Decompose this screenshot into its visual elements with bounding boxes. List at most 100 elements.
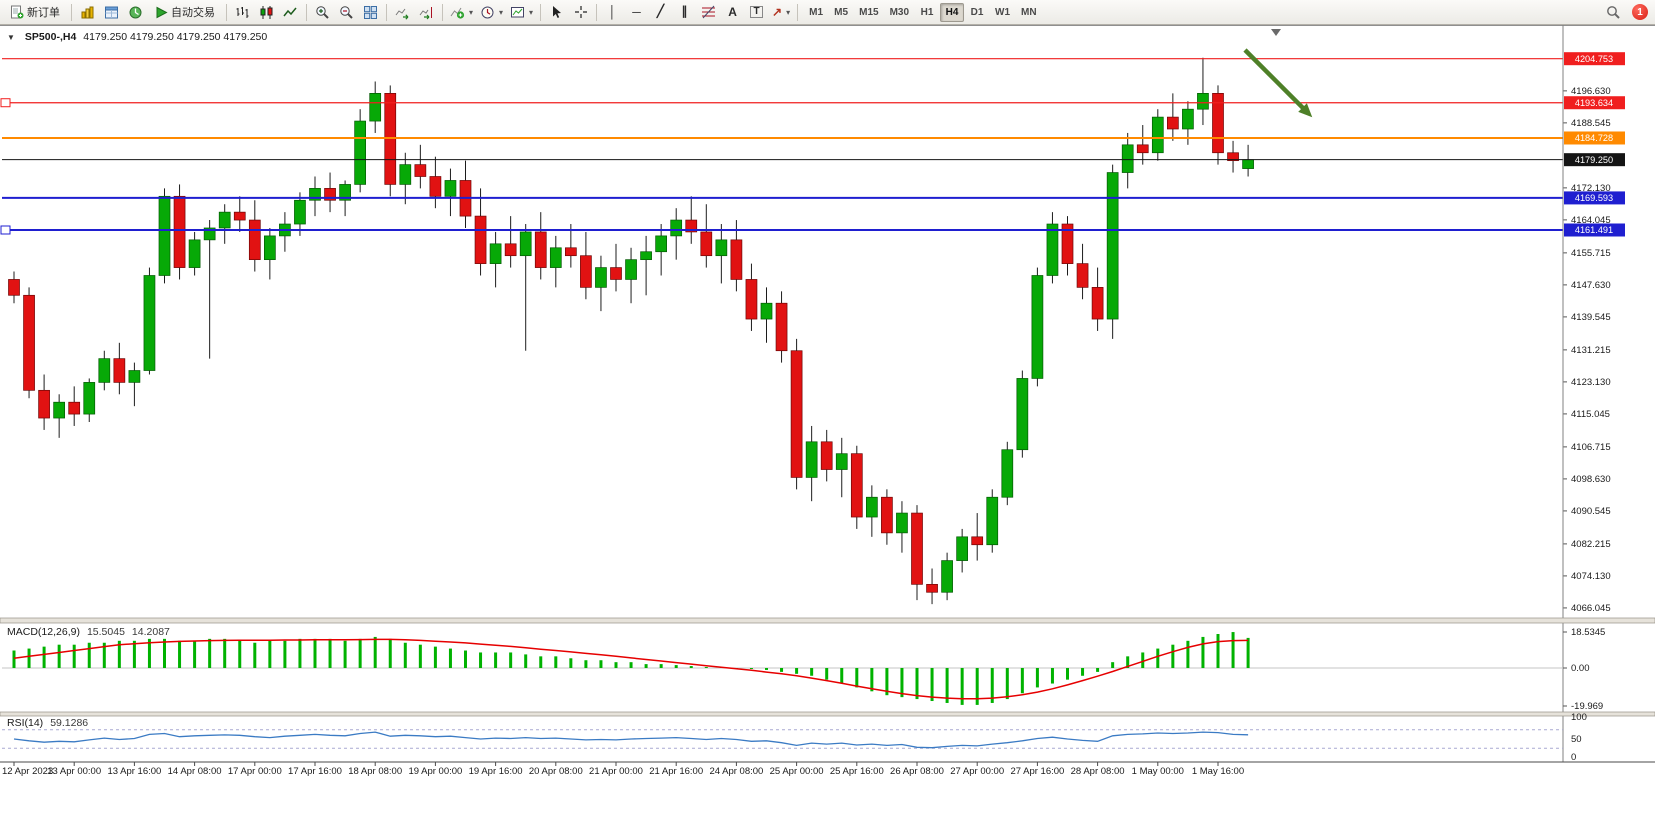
timeframe-m30-button[interactable]: M30 xyxy=(885,3,914,22)
chart-shift-button[interactable] xyxy=(415,2,438,23)
rsi-tick-label: 50 xyxy=(1571,734,1582,745)
vertical-line-button[interactable]: │ xyxy=(601,2,624,23)
zoom-out-button[interactable] xyxy=(335,2,358,23)
candle-down xyxy=(414,164,427,177)
candle-down xyxy=(324,188,336,201)
macd-bar xyxy=(433,646,437,668)
timeframe-h1-button[interactable]: H1 xyxy=(915,3,939,22)
rsi-label: RSI(14) xyxy=(7,717,44,729)
crosshair-button[interactable] xyxy=(569,2,592,23)
bar-chart-button[interactable] xyxy=(231,2,254,23)
candle-down xyxy=(474,215,487,264)
timeframe-m15-button[interactable]: M15 xyxy=(854,3,883,22)
price-tick-label: 4066.045 xyxy=(1571,603,1611,614)
price-line-badge xyxy=(1564,52,1625,66)
chart-shift-marker[interactable] xyxy=(1271,29,1281,36)
candlestick-chart-button[interactable] xyxy=(255,2,278,23)
chevron-down-icon: ▾ xyxy=(469,7,474,17)
line-chart-icon xyxy=(283,7,297,16)
price-axis-area[interactable] xyxy=(1563,25,1655,762)
autotrade-label: 自动交易 xyxy=(171,7,215,19)
line-chart-button[interactable] xyxy=(279,2,302,23)
candle-down xyxy=(911,512,923,585)
timeframe-m1-button[interactable]: M1 xyxy=(804,3,828,22)
trend-arrow-annotation[interactable] xyxy=(1243,48,1305,110)
toolbar-separator xyxy=(540,3,542,21)
templates-button[interactable]: ▾ xyxy=(507,2,536,23)
notification-badge[interactable]: 1 xyxy=(1632,4,1648,20)
chart-background[interactable] xyxy=(0,25,1655,828)
zoom-in-icon xyxy=(316,5,329,19)
time-label: 28 Apr 08:00 xyxy=(1071,766,1125,777)
tile-windows-button[interactable] xyxy=(359,2,382,23)
candle-down xyxy=(1227,152,1239,162)
candle-up xyxy=(83,382,96,415)
trendline-button[interactable]: ╱ xyxy=(649,2,672,23)
macd-bar xyxy=(780,668,784,672)
search-button[interactable] xyxy=(1602,2,1625,23)
line-anchor-marker[interactable] xyxy=(0,98,11,108)
macd-bar xyxy=(674,665,678,668)
time-label: 18 Apr 08:00 xyxy=(348,766,402,777)
autotrade-button[interactable]: 自动交易 xyxy=(148,2,222,23)
candle-up xyxy=(354,120,366,185)
trend-arrow-head[interactable] xyxy=(1298,103,1313,118)
chevron-down-icon: ▾ xyxy=(786,7,791,17)
cursor-button[interactable] xyxy=(545,2,568,23)
macd-bar xyxy=(57,644,61,668)
toolbar-separator xyxy=(442,3,443,21)
collapse-icon[interactable]: ▼ xyxy=(7,33,15,42)
candles-layer xyxy=(8,57,1254,605)
macd-bar xyxy=(388,638,392,668)
time-axis-area[interactable] xyxy=(0,762,1655,828)
macd-bar xyxy=(87,642,91,668)
periods-button[interactable]: ▾ xyxy=(477,2,506,23)
timeframe-w1-button[interactable]: W1 xyxy=(990,3,1015,22)
time-label: 19 Apr 16:00 xyxy=(469,766,523,777)
navigator-button[interactable] xyxy=(124,2,147,23)
candle-down xyxy=(1166,116,1179,130)
timeframe-d1-button[interactable]: D1 xyxy=(965,3,989,22)
data-window-button[interactable] xyxy=(100,2,123,23)
candle-down xyxy=(745,279,758,320)
candle-up xyxy=(203,227,216,241)
label-button[interactable]: T xyxy=(745,2,768,23)
line-anchor-marker[interactable] xyxy=(0,225,11,235)
panel-separator[interactable] xyxy=(0,711,1655,717)
price-tick-label: 4131.215 xyxy=(1571,345,1611,356)
zoom-in-button[interactable] xyxy=(311,2,334,23)
candle-down xyxy=(730,239,743,280)
horizontal-line-button[interactable]: ─ xyxy=(625,2,648,23)
candle-down xyxy=(68,401,81,415)
candle-down xyxy=(173,195,186,268)
new-order-button[interactable]: 新订单 xyxy=(3,2,67,23)
macd-bar xyxy=(373,636,377,668)
indicators-button[interactable]: ▾ xyxy=(447,2,476,23)
candle-up xyxy=(1046,223,1059,276)
arrows-button[interactable]: ↗ ▾ xyxy=(769,2,793,23)
candle-up xyxy=(309,188,321,201)
text-button[interactable]: A xyxy=(721,2,744,23)
time-label: 1 May 16:00 xyxy=(1192,766,1244,777)
macd-bar xyxy=(1156,648,1160,668)
panel-separator[interactable] xyxy=(0,617,1655,624)
candle-up xyxy=(805,441,818,478)
timeframe-m5-button[interactable]: M5 xyxy=(829,3,853,22)
price-line-badge xyxy=(1564,153,1625,167)
market-watch-button[interactable] xyxy=(76,2,99,23)
candle-down xyxy=(1091,287,1104,320)
candle-down xyxy=(38,389,50,419)
price-tick-label: 4090.545 xyxy=(1571,506,1611,517)
channel-button[interactable]: ∥ xyxy=(673,2,696,23)
timeframe-h4-button[interactable]: H4 xyxy=(940,2,965,22)
time-label: 24 Apr 08:00 xyxy=(709,766,763,777)
candle-up xyxy=(444,180,457,197)
candle-down xyxy=(1212,93,1224,154)
macd-bar xyxy=(644,664,648,668)
macd-bar xyxy=(1050,668,1054,684)
macd-bar xyxy=(524,654,528,668)
timeframe-mn-button[interactable]: MN xyxy=(1016,3,1042,22)
auto-scroll-button[interactable] xyxy=(391,2,414,23)
fibonacci-button[interactable] xyxy=(697,2,720,23)
